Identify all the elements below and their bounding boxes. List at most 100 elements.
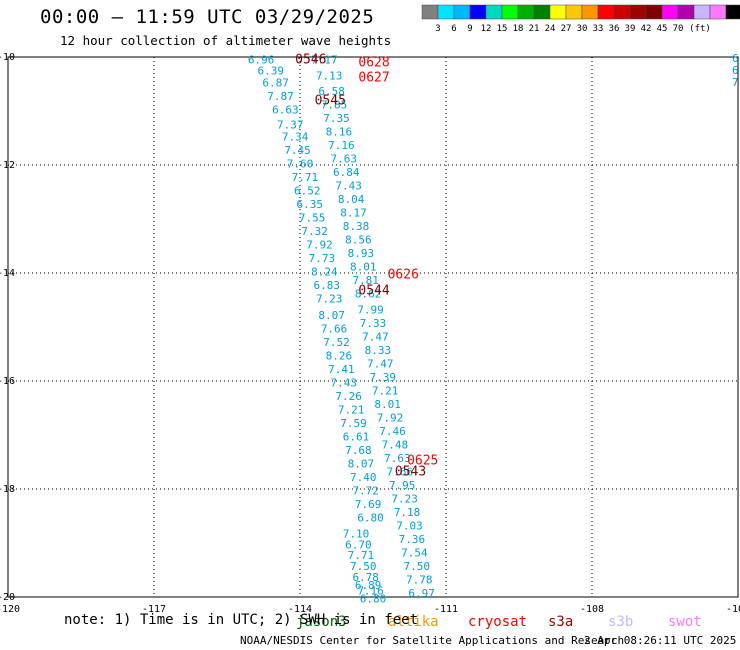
data-point-label: 7.81 <box>352 274 379 287</box>
data-point-label: 7.33 <box>360 317 387 330</box>
data-point-label: 8.56 <box>345 233 372 246</box>
colorbar-swatch <box>693 4 711 20</box>
data-point-label: 7.23 <box>391 493 418 506</box>
legend-s3b: s3b <box>608 614 633 630</box>
data-point-label: 8.26 <box>326 349 353 362</box>
colorbar-tick-label: (ft) <box>689 24 711 34</box>
colorbar-swatch <box>629 4 647 20</box>
time-annotation: 0628 <box>358 56 389 71</box>
data-point-label: 6.52 <box>294 185 321 198</box>
data-point-label: 6.39 <box>258 64 285 77</box>
colorbar-swatch <box>469 4 487 20</box>
y-tick-label: -12 <box>0 160 15 171</box>
data-point-label: 7.71 <box>348 549 375 562</box>
colorbar-tick-label: 27 <box>561 24 572 34</box>
colorbar-swatch <box>725 4 740 20</box>
data-point-label: 6.89 <box>355 579 382 592</box>
data-point-label: 7.73 <box>309 252 336 265</box>
edge-data-label: 7 <box>732 76 739 89</box>
data-point-label: 7.37 <box>277 118 304 131</box>
legend-swot: swot <box>668 614 702 630</box>
colorbar-tick-label: 3 <box>435 24 440 34</box>
edge-data-label: 6 <box>732 64 739 77</box>
colorbar-tick-label: 42 <box>641 24 652 34</box>
data-point-label: 6.70 <box>345 538 372 551</box>
data-point-label: 8.07 <box>348 457 375 470</box>
data-point-label: 7.50 <box>404 560 431 573</box>
data-point-label: 7.54 <box>401 547 428 560</box>
legend-altika: altika <box>388 614 439 630</box>
y-tick-label: -20 <box>0 592 15 603</box>
data-point-label: 7.52 <box>323 336 350 349</box>
colorbar-swatch <box>677 4 695 20</box>
x-tick-label: -120 <box>0 604 20 615</box>
data-point-label: 7.46 <box>379 425 406 438</box>
colorbar-swatch <box>565 4 583 20</box>
data-point-label: 6.80 <box>357 511 384 524</box>
data-point-label: 7.16 <box>357 584 384 597</box>
data-point-label: 7.87 <box>267 90 294 103</box>
data-point-label: 7.99 <box>357 304 384 317</box>
data-point-label: 7.66 <box>387 466 414 479</box>
colorbar-tick-label: 33 <box>593 24 604 34</box>
data-point-label: 7.36 <box>399 533 426 546</box>
colorbar-swatch <box>645 4 663 20</box>
plot-frame <box>7 56 739 598</box>
colorbar-tick-label: 6 <box>451 24 456 34</box>
colorbar-tick-label: 15 <box>497 24 508 34</box>
data-point-label: 8.93 <box>348 247 375 260</box>
colorbar-swatch <box>501 4 519 20</box>
colorbar-tick-label: 9 <box>467 24 472 34</box>
data-point-label: 7.50 <box>350 560 377 573</box>
data-point-label: 6.84 <box>333 166 360 179</box>
time-annotation: 0544 <box>358 284 389 299</box>
x-tick-label: -105 <box>726 604 740 615</box>
data-point-label: 7.43 <box>335 179 362 192</box>
data-point-label: 7.63 <box>384 452 411 465</box>
data-point-label: 7.10 <box>343 528 370 541</box>
colorbar-swatch <box>661 4 679 20</box>
data-point-label: 8.62 <box>355 287 382 300</box>
data-point-label: 7.41 <box>328 363 355 376</box>
time-annotation: 0627 <box>358 70 389 85</box>
data-point-label: 8.04 <box>338 193 365 206</box>
y-tick-label: -14 <box>0 268 15 279</box>
data-point-label: 7.72 <box>352 484 379 497</box>
data-point-label: 7.03 <box>396 520 423 533</box>
data-point-label: 7.59 <box>340 417 367 430</box>
data-point-label: 7.45 <box>284 144 311 157</box>
data-point-label: 7.32 <box>301 225 328 238</box>
x-tick-label: -114 <box>288 604 312 615</box>
colorbar-swatch <box>581 4 599 20</box>
data-point-label: 6.61 <box>343 430 370 443</box>
colorbar-tick-label: 30 <box>577 24 588 34</box>
footer-credit: NOAA/NESDIS Center for Satellite Applica… <box>240 634 625 647</box>
time-annotation: 0546 <box>295 52 326 67</box>
data-point-label: 7.69 <box>355 498 382 511</box>
edge-data-label: 6. <box>732 52 740 65</box>
colorbar-tick-label: 21 <box>529 24 540 34</box>
data-point-label: 7.47 <box>362 331 389 344</box>
data-point-label: 8.01 <box>374 398 401 411</box>
colorbar-tick-label: 12 <box>481 24 492 34</box>
data-point-label: 7.40 <box>350 471 377 484</box>
data-point-label: 7.48 <box>382 439 409 452</box>
data-point-label: 6.96 <box>248 53 275 66</box>
data-point-label: 8.01 <box>350 260 377 273</box>
data-point-label: 6.78 <box>352 571 379 584</box>
data-point-label: 8.38 <box>343 220 370 233</box>
time-annotation: 0626 <box>388 267 419 282</box>
colorbar-swatch <box>709 4 727 20</box>
colorbar-swatch <box>517 4 535 20</box>
x-tick-label: -111 <box>434 604 458 615</box>
chart-subtitle: 12 hour collection of altimeter wave hei… <box>60 33 392 48</box>
data-point-label: 8.16 <box>326 125 353 138</box>
data-point-label: 7.60 <box>287 158 314 171</box>
colorbar-swatch <box>549 4 567 20</box>
data-point-label: 7.39 <box>369 371 396 384</box>
data-point-label: 7.55 <box>299 212 326 225</box>
data-point-label: 7.68 <box>345 444 372 457</box>
data-point-label: 6.35 <box>296 198 323 211</box>
x-tick-label: -108 <box>580 604 604 615</box>
data-point-label: 7.35 <box>323 112 350 125</box>
